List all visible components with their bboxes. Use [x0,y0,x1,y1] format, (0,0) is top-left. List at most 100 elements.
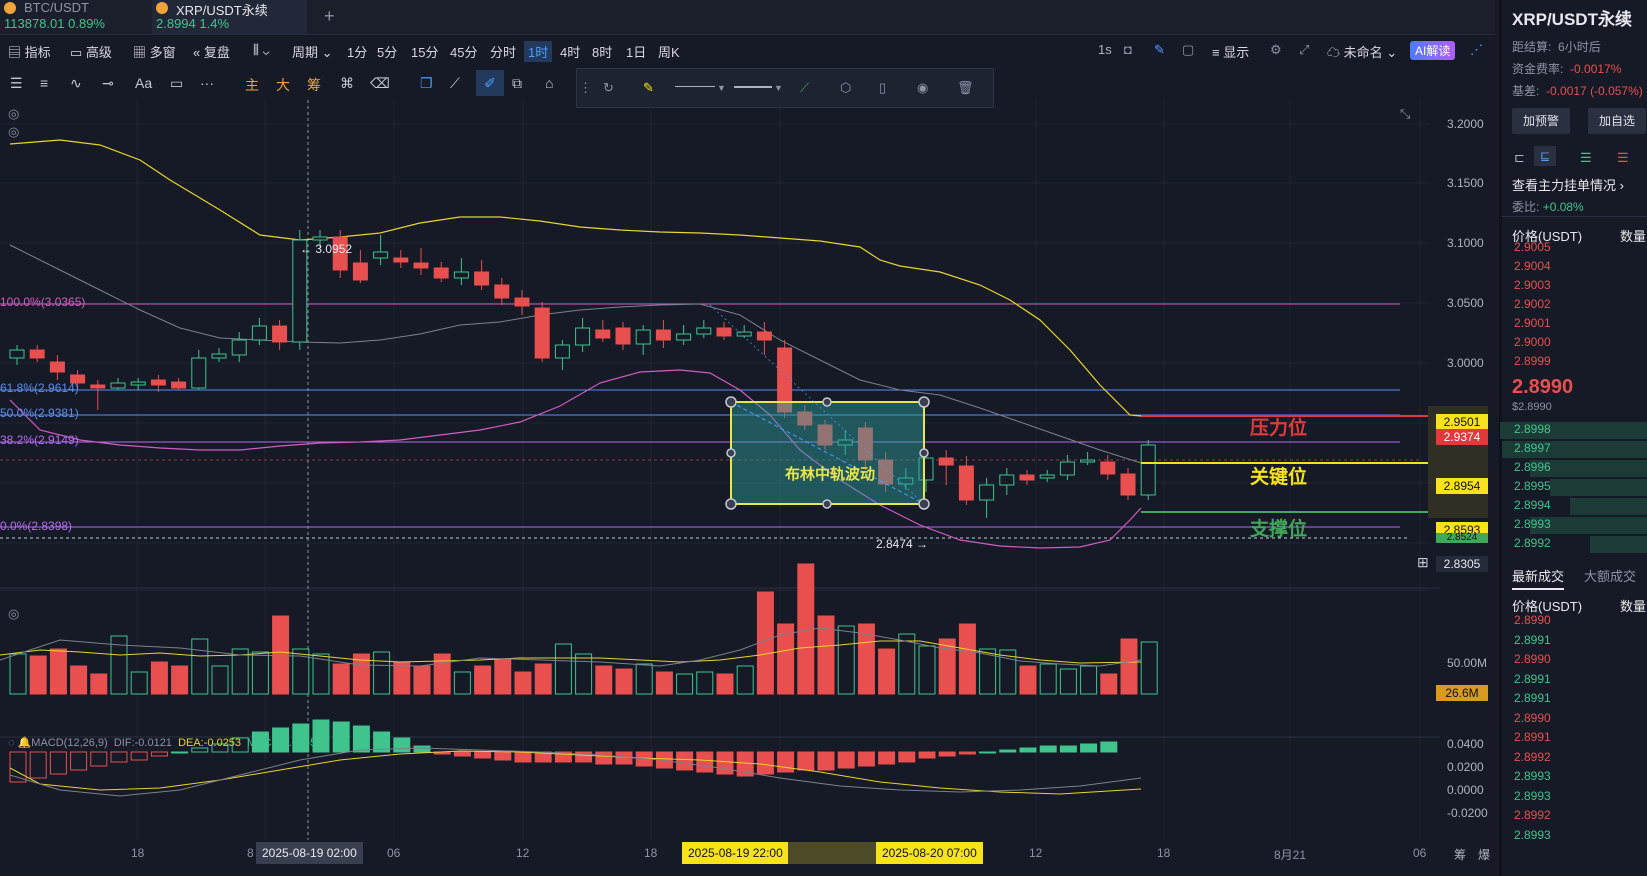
layout-name-button[interactable]: ☁ 未命名 ⌄ [1327,45,1398,60]
bid-price[interactable]: 2.8995 [1514,479,1551,493]
bid-depth-bar [1590,536,1647,553]
line-width-dropdown-icon[interactable]: ▼ [774,83,783,93]
candle-body [857,427,873,461]
compare-icon[interactable]: ⧉ [512,75,522,91]
macd-bar [453,751,471,757]
tab-latest-trades[interactable]: 最新成交 [1512,566,1565,590]
period-button[interactable]: 周期 ⌄ [292,45,333,60]
collapse-icon[interactable]: ◎ [8,606,20,621]
text-icon[interactable]: Aa [135,75,153,91]
comment-icon[interactable]: ▢ [1182,42,1195,57]
ask-price[interactable]: 2.9004 [1514,259,1551,273]
chip-button[interactable]: 筹 [307,77,321,93]
bid-price[interactable]: 2.8992 [1514,536,1551,550]
bid-price[interactable]: 2.8993 [1514,517,1551,531]
orderbook-asks-icon[interactable]: ☰ [1617,150,1629,165]
ai-interpret-button[interactable]: AI解读 [1410,41,1456,60]
copy-icon[interactable]: ❐ [420,75,433,91]
chart-type-button[interactable]: ⫼ ⌄ [253,42,270,57]
tab-btc[interactable]: BTC/USDT 113878.01 0.89% [0,0,146,34]
ask-price[interactable]: 2.8999 [1514,354,1551,368]
draw-mode-icon[interactable]: ✐ [476,70,504,96]
add-alert-button[interactable]: 加预警 [1512,108,1570,134]
collapse-icon[interactable]: ◎ [8,106,20,121]
ask-price[interactable]: 2.9000 [1514,335,1551,349]
interval-5m[interactable]: 5分 [377,45,398,60]
chips-button[interactable]: 筹 [1454,848,1467,862]
refresh-rate[interactable]: 1s [1098,42,1112,57]
interval-45m[interactable]: 45分 [450,45,478,60]
line-style-icon[interactable] [675,86,715,87]
drawing-settings-icon[interactable]: ⬡ [840,80,852,95]
eraser-icon[interactable]: ⌫ [370,75,390,91]
multi-window-button[interactable]: ▦ 多窗 [133,45,176,60]
interval-8h[interactable]: 8时 [592,45,613,60]
line-width-icon[interactable] [734,86,772,88]
add-watchlist-button[interactable]: 加自选 [1588,108,1646,134]
ask-price[interactable]: 2.9005 [1514,240,1551,254]
pen-icon[interactable]: ✎ [1154,42,1165,57]
interval-1m[interactable]: 1分 [347,45,368,60]
delete-icon[interactable]: 🗑 [957,80,974,95]
orderbook-bids-icon[interactable]: ☰ [1580,150,1592,165]
bid-price[interactable]: 2.8997 [1514,441,1551,455]
fullscreen-icon[interactable]: ⤢ [1299,42,1310,57]
ruler-icon[interactable]: ⟋ [450,75,460,91]
interval-timeline[interactable]: 分时 [490,45,517,60]
hline-icon[interactable]: ⊸ [102,75,114,91]
macd-bar [554,751,572,763]
interval-week[interactable]: 周K [658,45,680,60]
rect-icon[interactable]: ▭ [170,75,184,91]
interval-15m[interactable]: 15分 [411,45,439,60]
big-button[interactable]: 大 [276,77,290,93]
fib-100: 100.0%(3.0365) [0,295,86,309]
macd-bar [1039,745,1057,753]
bid-price[interactable]: 2.8998 [1514,422,1551,436]
color-icon[interactable]: ✎ [643,80,654,95]
lock-icon[interactable]: ⌂ [545,75,554,91]
interval-4h[interactable]: 4时 [560,45,581,60]
share-icon[interactable]: ⋰ [1470,42,1483,57]
main-indicator-button[interactable]: 主 [245,77,259,93]
ask-price[interactable]: 2.9003 [1514,278,1551,292]
lines-icon[interactable]: ≡ [40,75,49,91]
volume-tag: 26.6M [1436,685,1488,701]
indicators-button[interactable]: ▤ 指标 [8,45,51,60]
settings-icon[interactable]: ⚙ [1270,42,1282,57]
camera-icon[interactable]: ◘ [1124,42,1132,57]
volume-bar [433,653,451,695]
fill-icon[interactable]: ⟋ [800,80,810,95]
orderbook-both-icon[interactable]: ⊏ [1514,150,1525,165]
price-chart[interactable] [0,100,1495,844]
bid-price[interactable]: 2.8994 [1514,498,1551,512]
bid-depth-bar [1570,498,1647,515]
more-icon[interactable]: ··· [200,75,214,91]
line-style-dropdown-icon[interactable]: ▼ [717,83,726,93]
visibility-icon[interactable]: ◉ [917,80,929,95]
interval-1d[interactable]: 1日 [626,45,647,60]
ask-price[interactable]: 2.9002 [1514,297,1551,311]
liquidation-button[interactable]: 爆 [1478,848,1491,862]
drag-handle-icon[interactable]: ⋮ [579,80,592,95]
ask-price[interactable]: 2.9001 [1514,316,1551,330]
magnet-icon[interactable]: ⌘ [340,75,354,91]
template-icon[interactable]: ↻ [603,80,614,95]
collapse-icon[interactable]: ◎ [8,124,20,139]
replay-button[interactable]: « 复盘 [193,45,230,60]
add-alert-icon[interactable]: ⊞ [1417,554,1429,570]
tab-xrp[interactable]: XRP/USDT永续 2.8994 1.4% [152,0,307,34]
tab-big-trades[interactable]: 大额成交 [1584,569,1637,584]
menu-icon[interactable]: ☰ [10,75,23,91]
bid-price[interactable]: 2.8996 [1514,460,1551,474]
expand-icon[interactable]: ⤡ [1400,106,1411,121]
trade-price: 2.8993 [1514,769,1551,783]
wave-icon[interactable]: ∿ [70,75,82,91]
candle-body [211,353,227,359]
lock-drawing-icon[interactable]: ▯ [879,80,887,95]
interval-1h[interactable]: 1时 [524,41,553,62]
main-orders-link[interactable]: 查看主力挂单情况 › [1512,178,1624,193]
display-button[interactable]: ≡ 显示 [1212,45,1250,60]
advanced-button[interactable]: ▭ 高级 [70,45,112,60]
orderbook-split-icon[interactable]: ⊑ [1534,146,1556,166]
add-tab-icon[interactable]: + [324,6,335,26]
